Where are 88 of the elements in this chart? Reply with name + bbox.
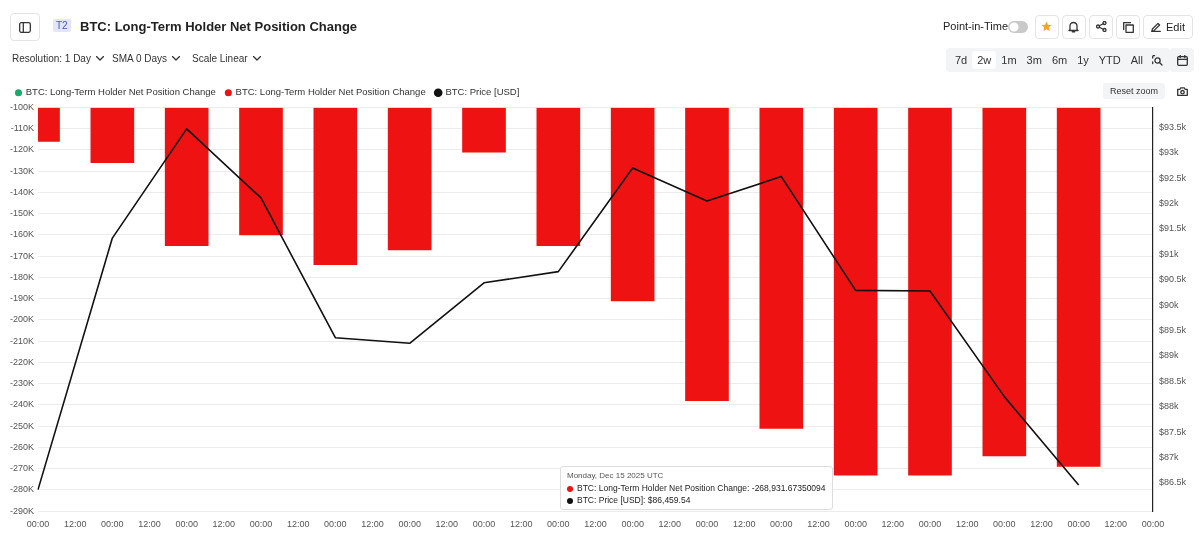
chart-title: BTC: Long-Term Holder Net Position Change xyxy=(80,19,358,34)
y2-tick-label: $93k xyxy=(1158,147,1179,158)
y2-tick-label: $91.5k xyxy=(1158,223,1187,234)
y-tick-label: -280K xyxy=(9,484,35,495)
y2-tick-label: $93.5k xyxy=(1158,121,1187,132)
y2-tick-label: $87k xyxy=(1158,452,1179,463)
y-tick-label: -240K xyxy=(9,399,35,410)
x-tick-label: 12:00 xyxy=(435,519,459,530)
x-tick-label: 00:00 xyxy=(101,519,124,530)
x-tick-label: 12:00 xyxy=(658,519,682,530)
x-tick-label: 00:00 xyxy=(324,519,347,530)
text: 3m xyxy=(1025,53,1043,68)
y2-tick-label: $92.5k xyxy=(1158,172,1187,183)
y2-tick-label: $91k xyxy=(1158,248,1179,259)
y2-tick-label: $88.5k xyxy=(1158,375,1187,386)
y-tick-label: -230K xyxy=(9,378,35,389)
x-tick-label: 12:00 xyxy=(212,519,236,530)
y-tick-label: -220K xyxy=(9,356,35,367)
text: SMA 0 Days xyxy=(112,53,168,64)
y-tick-label: -110K xyxy=(10,123,35,134)
x-tick-label: 00:00 xyxy=(26,519,50,530)
y-tick-label: -170K xyxy=(9,250,35,261)
x-tick-label: 00:00 xyxy=(175,519,198,530)
y2-tick-label: $86.5k xyxy=(1158,477,1187,488)
text: YTD xyxy=(1097,53,1122,68)
annotation: BTC: Long-Term Holder Net Position Change: -268,931.67350094 xyxy=(577,483,826,493)
x-tick-label: 12:00 xyxy=(361,519,384,530)
x-tick-label: 00:00 xyxy=(621,519,644,530)
y2-tick-label: $89.5k xyxy=(1158,325,1187,336)
y-tick-label: -120K xyxy=(9,144,35,155)
x-tick-label: 00:00 xyxy=(844,519,867,530)
x-tick-label: 12:00 xyxy=(63,519,87,530)
x-tick-label: 00:00 xyxy=(249,519,273,530)
y2-tick-label: $89k xyxy=(1158,350,1179,361)
text: Scale Linear xyxy=(192,53,248,64)
x-tick-label: 12:00 xyxy=(1104,519,1128,530)
x-tick-label: 12:00 xyxy=(138,519,161,530)
text: Reset zoom xyxy=(1103,83,1166,99)
text: All xyxy=(1129,53,1144,68)
text: T2 xyxy=(53,19,71,32)
y-tick-label: -200K xyxy=(9,314,35,325)
x-tick-label: 12:00 xyxy=(881,519,905,530)
x-tick-label: 00:00 xyxy=(918,519,942,530)
legend-label: BTC: Price [USD] xyxy=(445,86,520,98)
x-tick-label: 00:00 xyxy=(472,519,496,530)
text: 2w xyxy=(972,51,997,69)
y-tick-label: -260K xyxy=(9,441,35,452)
text: 1m xyxy=(1000,53,1018,68)
text: 7d xyxy=(954,53,969,68)
x-tick-label: 00:00 xyxy=(695,519,719,530)
y-tick-label: -100K xyxy=(9,101,35,112)
x-tick-label: 00:00 xyxy=(398,519,421,530)
y-tick-label: -270K xyxy=(9,463,35,474)
y-tick-label: -290K xyxy=(9,505,35,516)
y-tick-label: -150K xyxy=(9,208,35,219)
annotation: Monday, Dec 15 2025 UTC xyxy=(567,471,664,480)
y-tick-label: -140K xyxy=(9,186,35,197)
y-tick-label: -250K xyxy=(9,420,35,431)
legend-label: BTC: Long-Term Holder Net Position Change xyxy=(25,86,216,98)
x-tick-label: 12:00 xyxy=(955,519,979,530)
x-tick-label: 12:00 xyxy=(286,519,310,530)
x-tick-label: 12:00 xyxy=(807,519,830,530)
y-tick-label: -160K xyxy=(9,229,35,240)
x-tick-label: 00:00 xyxy=(1141,519,1165,530)
y2-tick-label: $87.5k xyxy=(1158,426,1187,437)
y2-tick-label: $92k xyxy=(1158,198,1179,209)
y-tick-label: -130K xyxy=(9,165,35,176)
legend-label: BTC: Long-Term Holder Net Position Change xyxy=(235,86,426,98)
x-tick-label: 12:00 xyxy=(732,519,756,530)
annotation: BTC: Price [USD]: $86,459.54 xyxy=(577,495,691,505)
y-tick-label: -190K xyxy=(9,293,35,304)
text: Edit xyxy=(1166,21,1185,33)
x-tick-label: 00:00 xyxy=(770,519,793,530)
y2-tick-label: $90k xyxy=(1158,299,1179,310)
text: Point-in-Time xyxy=(943,20,1008,32)
x-tick-label: 00:00 xyxy=(1067,519,1090,530)
text: 6m xyxy=(1050,53,1069,68)
x-tick-label: 12:00 xyxy=(584,519,607,530)
x-tick-label: 12:00 xyxy=(1030,519,1053,530)
y-tick-label: -180K xyxy=(9,271,35,282)
y2-tick-label: $88k xyxy=(1158,401,1179,412)
y2-tick-label: $90.5k xyxy=(1158,274,1187,285)
text: Resolution: 1 Day xyxy=(12,53,91,64)
x-tick-label: 00:00 xyxy=(993,519,1016,530)
text: 1y xyxy=(1076,53,1090,68)
x-tick-label: 00:00 xyxy=(547,519,570,530)
x-tick-label: 12:00 xyxy=(509,519,533,530)
y-tick-label: -210K xyxy=(9,335,35,346)
